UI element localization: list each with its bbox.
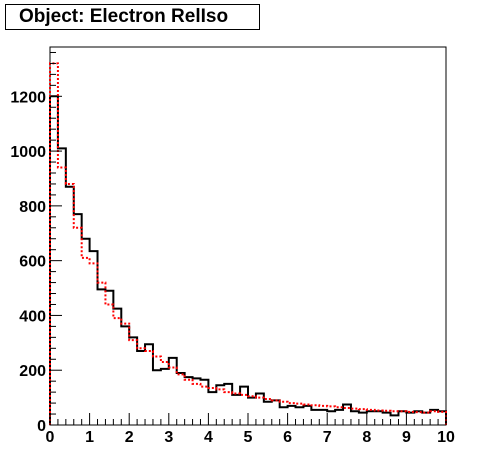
series-layer [49, 62, 447, 425]
x-tick-label: 4 [204, 429, 213, 446]
y-tick-label: 800 [19, 199, 46, 216]
x-tick-label: 10 [437, 429, 455, 446]
plot-frame [49, 46, 447, 426]
y-tick-label: 1000 [10, 144, 46, 161]
x-tick-label: 1 [85, 429, 94, 446]
y-tick-label: 200 [19, 363, 46, 380]
histogram-series-1 [49, 95, 447, 425]
x-tick-label: 3 [164, 429, 173, 446]
histogram-series-2 [49, 62, 447, 425]
x-tick-label: 0 [46, 429, 55, 446]
axis-layer: 0 1 2 3 4 5 6 7 8 9 10 0 200 400 600 800 1000 1200 [10, 51, 455, 446]
chart-title: Object: Electron RelIso [5, 4, 260, 30]
y-tick-label: 1200 [10, 89, 46, 106]
x-tick-label: 7 [323, 429, 332, 446]
x-tick-label: 8 [362, 429, 371, 446]
y-tick-label: 400 [19, 308, 46, 325]
x-tick-label: 6 [283, 429, 292, 446]
y-tick-label: 0 [37, 418, 46, 435]
x-tick-label: 5 [244, 429, 253, 446]
x-tick-label: 2 [125, 429, 134, 446]
y-tick-label: 600 [19, 254, 46, 271]
x-tick-label: 9 [402, 429, 411, 446]
